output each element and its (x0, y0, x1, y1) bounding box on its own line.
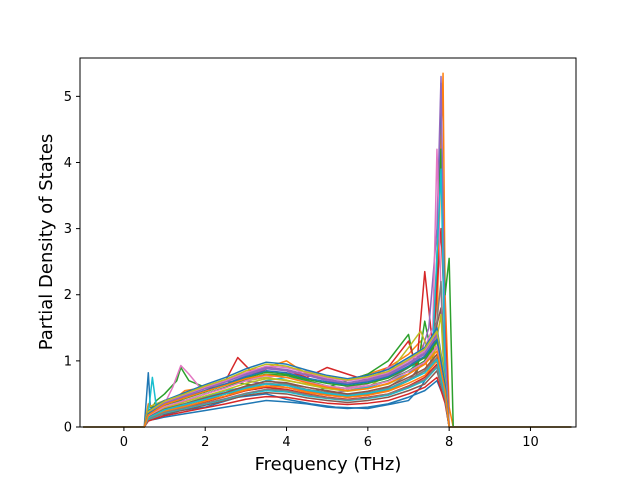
x-tick-label: 0 (120, 435, 128, 450)
y-axis-ticks: 0 1 2 3 4 5 (64, 90, 80, 436)
pdos-series-line (83, 358, 572, 428)
y-tick-label: 0 (64, 421, 72, 436)
x-axis-ticks: 0 2 4 6 8 10 (120, 427, 539, 450)
plot-area (80, 58, 576, 427)
x-tick-label: 6 (364, 435, 372, 450)
y-tick-label: 2 (64, 288, 72, 303)
y-tick-label: 5 (64, 90, 72, 105)
y-tick-label: 3 (64, 222, 72, 237)
x-axis-label: Frequency (THz) (255, 454, 402, 475)
plot-frame (79, 57, 577, 428)
x-tick-label: 4 (282, 435, 290, 450)
pdos-series-line (83, 350, 572, 428)
x-tick-label: 10 (522, 435, 539, 450)
pdos-series-line (83, 330, 572, 428)
pdos-series-line (83, 365, 572, 428)
y-axis-label: Partial Density of States (36, 134, 57, 351)
y-tick-label: 4 (64, 156, 72, 171)
pdos-series-line (83, 327, 572, 428)
x-tick-label: 2 (201, 435, 209, 450)
series-layer (83, 72, 572, 428)
pdos-series-line (83, 334, 572, 428)
x-tick-label: 8 (445, 435, 453, 450)
pdos-series-line (83, 376, 572, 428)
y-tick-label: 1 (64, 354, 72, 369)
